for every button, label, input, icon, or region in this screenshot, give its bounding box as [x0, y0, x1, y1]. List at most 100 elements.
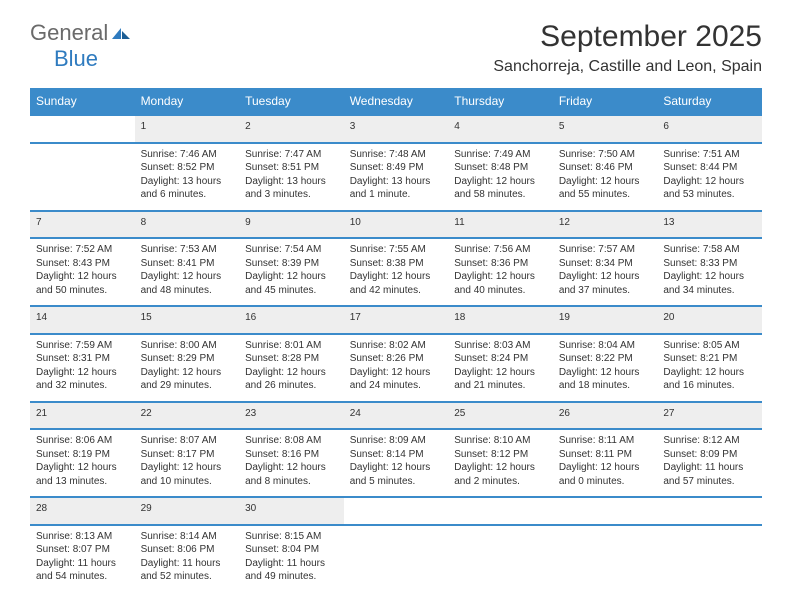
- day-number-cell: 14: [30, 306, 135, 334]
- sunrise-text: Sunrise: 7:53 AM: [141, 243, 234, 257]
- sunset-text: Sunset: 8:12 PM: [454, 448, 547, 462]
- day-number-row: 282930: [30, 497, 762, 525]
- day-detail-cell: Sunrise: 7:53 AMSunset: 8:41 PMDaylight:…: [135, 238, 240, 306]
- day-detail-cell: Sunrise: 7:57 AMSunset: 8:34 PMDaylight:…: [553, 238, 658, 306]
- daylight-text: Daylight: 13 hours and 6 minutes.: [141, 175, 234, 202]
- sunset-text: Sunset: 8:22 PM: [559, 352, 652, 366]
- daylight-text: Daylight: 12 hours and 40 minutes.: [454, 270, 547, 297]
- sunrise-text: Sunrise: 8:09 AM: [350, 434, 443, 448]
- day-detail-cell: Sunrise: 7:49 AMSunset: 8:48 PMDaylight:…: [448, 143, 553, 211]
- day-number-cell: 10: [344, 211, 449, 239]
- sunset-text: Sunset: 8:36 PM: [454, 257, 547, 271]
- sunrise-text: Sunrise: 7:51 AM: [663, 148, 756, 162]
- sunset-text: Sunset: 8:43 PM: [36, 257, 129, 271]
- location: Sanchorreja, Castille and Leon, Spain: [493, 58, 762, 76]
- day-number-cell: 26: [553, 402, 658, 430]
- daylight-text: Daylight: 12 hours and 48 minutes.: [141, 270, 234, 297]
- day-number-cell: [448, 497, 553, 525]
- day-number-cell: 25: [448, 402, 553, 430]
- day-number-cell: 7: [30, 211, 135, 239]
- sunrise-text: Sunrise: 8:07 AM: [141, 434, 234, 448]
- day-number-cell: 19: [553, 306, 658, 334]
- sunset-text: Sunset: 8:06 PM: [141, 543, 234, 557]
- day-number-cell: 27: [657, 402, 762, 430]
- sunset-text: Sunset: 8:09 PM: [663, 448, 756, 462]
- day-detail-cell: Sunrise: 7:54 AMSunset: 8:39 PMDaylight:…: [239, 238, 344, 306]
- sunset-text: Sunset: 8:26 PM: [350, 352, 443, 366]
- day-detail-row: Sunrise: 8:13 AMSunset: 8:07 PMDaylight:…: [30, 525, 762, 592]
- calendar-table: SundayMondayTuesdayWednesdayThursdayFrid…: [30, 88, 762, 592]
- sunrise-text: Sunrise: 8:10 AM: [454, 434, 547, 448]
- day-detail-cell: Sunrise: 8:05 AMSunset: 8:21 PMDaylight:…: [657, 334, 762, 402]
- day-detail-cell: [344, 525, 449, 592]
- day-number-cell: 15: [135, 306, 240, 334]
- sunset-text: Sunset: 8:41 PM: [141, 257, 234, 271]
- day-header: Wednesday: [344, 88, 449, 115]
- daylight-text: Daylight: 11 hours and 54 minutes.: [36, 557, 129, 584]
- daylight-text: Daylight: 12 hours and 8 minutes.: [245, 461, 338, 488]
- day-detail-cell: Sunrise: 8:09 AMSunset: 8:14 PMDaylight:…: [344, 429, 449, 497]
- sunrise-text: Sunrise: 8:01 AM: [245, 339, 338, 353]
- day-detail-cell: Sunrise: 7:52 AMSunset: 8:43 PMDaylight:…: [30, 238, 135, 306]
- logo-line2: Blue: [30, 46, 98, 72]
- sunset-text: Sunset: 8:17 PM: [141, 448, 234, 462]
- day-detail-cell: [553, 525, 658, 592]
- day-detail-cell: [30, 143, 135, 211]
- sunrise-text: Sunrise: 7:46 AM: [141, 148, 234, 162]
- day-number-cell: [657, 497, 762, 525]
- day-detail-cell: Sunrise: 7:58 AMSunset: 8:33 PMDaylight:…: [657, 238, 762, 306]
- sunset-text: Sunset: 8:04 PM: [245, 543, 338, 557]
- day-detail-cell: Sunrise: 7:48 AMSunset: 8:49 PMDaylight:…: [344, 143, 449, 211]
- daylight-text: Daylight: 12 hours and 45 minutes.: [245, 270, 338, 297]
- sunrise-text: Sunrise: 8:05 AM: [663, 339, 756, 353]
- day-detail-cell: Sunrise: 8:06 AMSunset: 8:19 PMDaylight:…: [30, 429, 135, 497]
- sunrise-text: Sunrise: 8:08 AM: [245, 434, 338, 448]
- daylight-text: Daylight: 12 hours and 37 minutes.: [559, 270, 652, 297]
- sunset-text: Sunset: 8:16 PM: [245, 448, 338, 462]
- sunrise-text: Sunrise: 7:58 AM: [663, 243, 756, 257]
- day-detail-row: Sunrise: 7:59 AMSunset: 8:31 PMDaylight:…: [30, 334, 762, 402]
- day-detail-cell: Sunrise: 8:01 AMSunset: 8:28 PMDaylight:…: [239, 334, 344, 402]
- daylight-text: Daylight: 12 hours and 53 minutes.: [663, 175, 756, 202]
- day-detail-cell: Sunrise: 8:02 AMSunset: 8:26 PMDaylight:…: [344, 334, 449, 402]
- day-detail-cell: [657, 525, 762, 592]
- day-number-row: 78910111213: [30, 211, 762, 239]
- sunrise-text: Sunrise: 7:50 AM: [559, 148, 652, 162]
- sunrise-text: Sunrise: 8:11 AM: [559, 434, 652, 448]
- daylight-text: Daylight: 12 hours and 34 minutes.: [663, 270, 756, 297]
- day-header: Friday: [553, 88, 658, 115]
- sunset-text: Sunset: 8:34 PM: [559, 257, 652, 271]
- sunrise-text: Sunrise: 8:13 AM: [36, 530, 129, 544]
- day-number-cell: [553, 497, 658, 525]
- day-header: Sunday: [30, 88, 135, 115]
- sunset-text: Sunset: 8:07 PM: [36, 543, 129, 557]
- day-number-cell: 12: [553, 211, 658, 239]
- sunrise-text: Sunrise: 8:14 AM: [141, 530, 234, 544]
- day-number-cell: 28: [30, 497, 135, 525]
- day-detail-cell: Sunrise: 8:12 AMSunset: 8:09 PMDaylight:…: [657, 429, 762, 497]
- calendar-header-row: SundayMondayTuesdayWednesdayThursdayFrid…: [30, 88, 762, 115]
- sunrise-text: Sunrise: 7:54 AM: [245, 243, 338, 257]
- sunset-text: Sunset: 8:21 PM: [663, 352, 756, 366]
- logo-word2: Blue: [54, 46, 98, 71]
- sunset-text: Sunset: 8:46 PM: [559, 161, 652, 175]
- day-number-cell: 20: [657, 306, 762, 334]
- sunset-text: Sunset: 8:11 PM: [559, 448, 652, 462]
- day-header: Saturday: [657, 88, 762, 115]
- daylight-text: Daylight: 12 hours and 26 minutes.: [245, 366, 338, 393]
- day-number-cell: 2: [239, 115, 344, 143]
- header: General September 2025 Sanchorreja, Cast…: [30, 20, 762, 76]
- sunrise-text: Sunrise: 8:03 AM: [454, 339, 547, 353]
- logo-word1: General: [30, 20, 108, 46]
- day-number-cell: 30: [239, 497, 344, 525]
- daylight-text: Daylight: 13 hours and 3 minutes.: [245, 175, 338, 202]
- day-number-cell: 21: [30, 402, 135, 430]
- logo: General: [30, 20, 134, 46]
- day-number-cell: [344, 497, 449, 525]
- day-detail-cell: Sunrise: 8:08 AMSunset: 8:16 PMDaylight:…: [239, 429, 344, 497]
- day-header: Monday: [135, 88, 240, 115]
- daylight-text: Daylight: 12 hours and 55 minutes.: [559, 175, 652, 202]
- day-number-row: 21222324252627: [30, 402, 762, 430]
- month-title: September 2025: [493, 20, 762, 54]
- day-detail-cell: Sunrise: 8:13 AMSunset: 8:07 PMDaylight:…: [30, 525, 135, 592]
